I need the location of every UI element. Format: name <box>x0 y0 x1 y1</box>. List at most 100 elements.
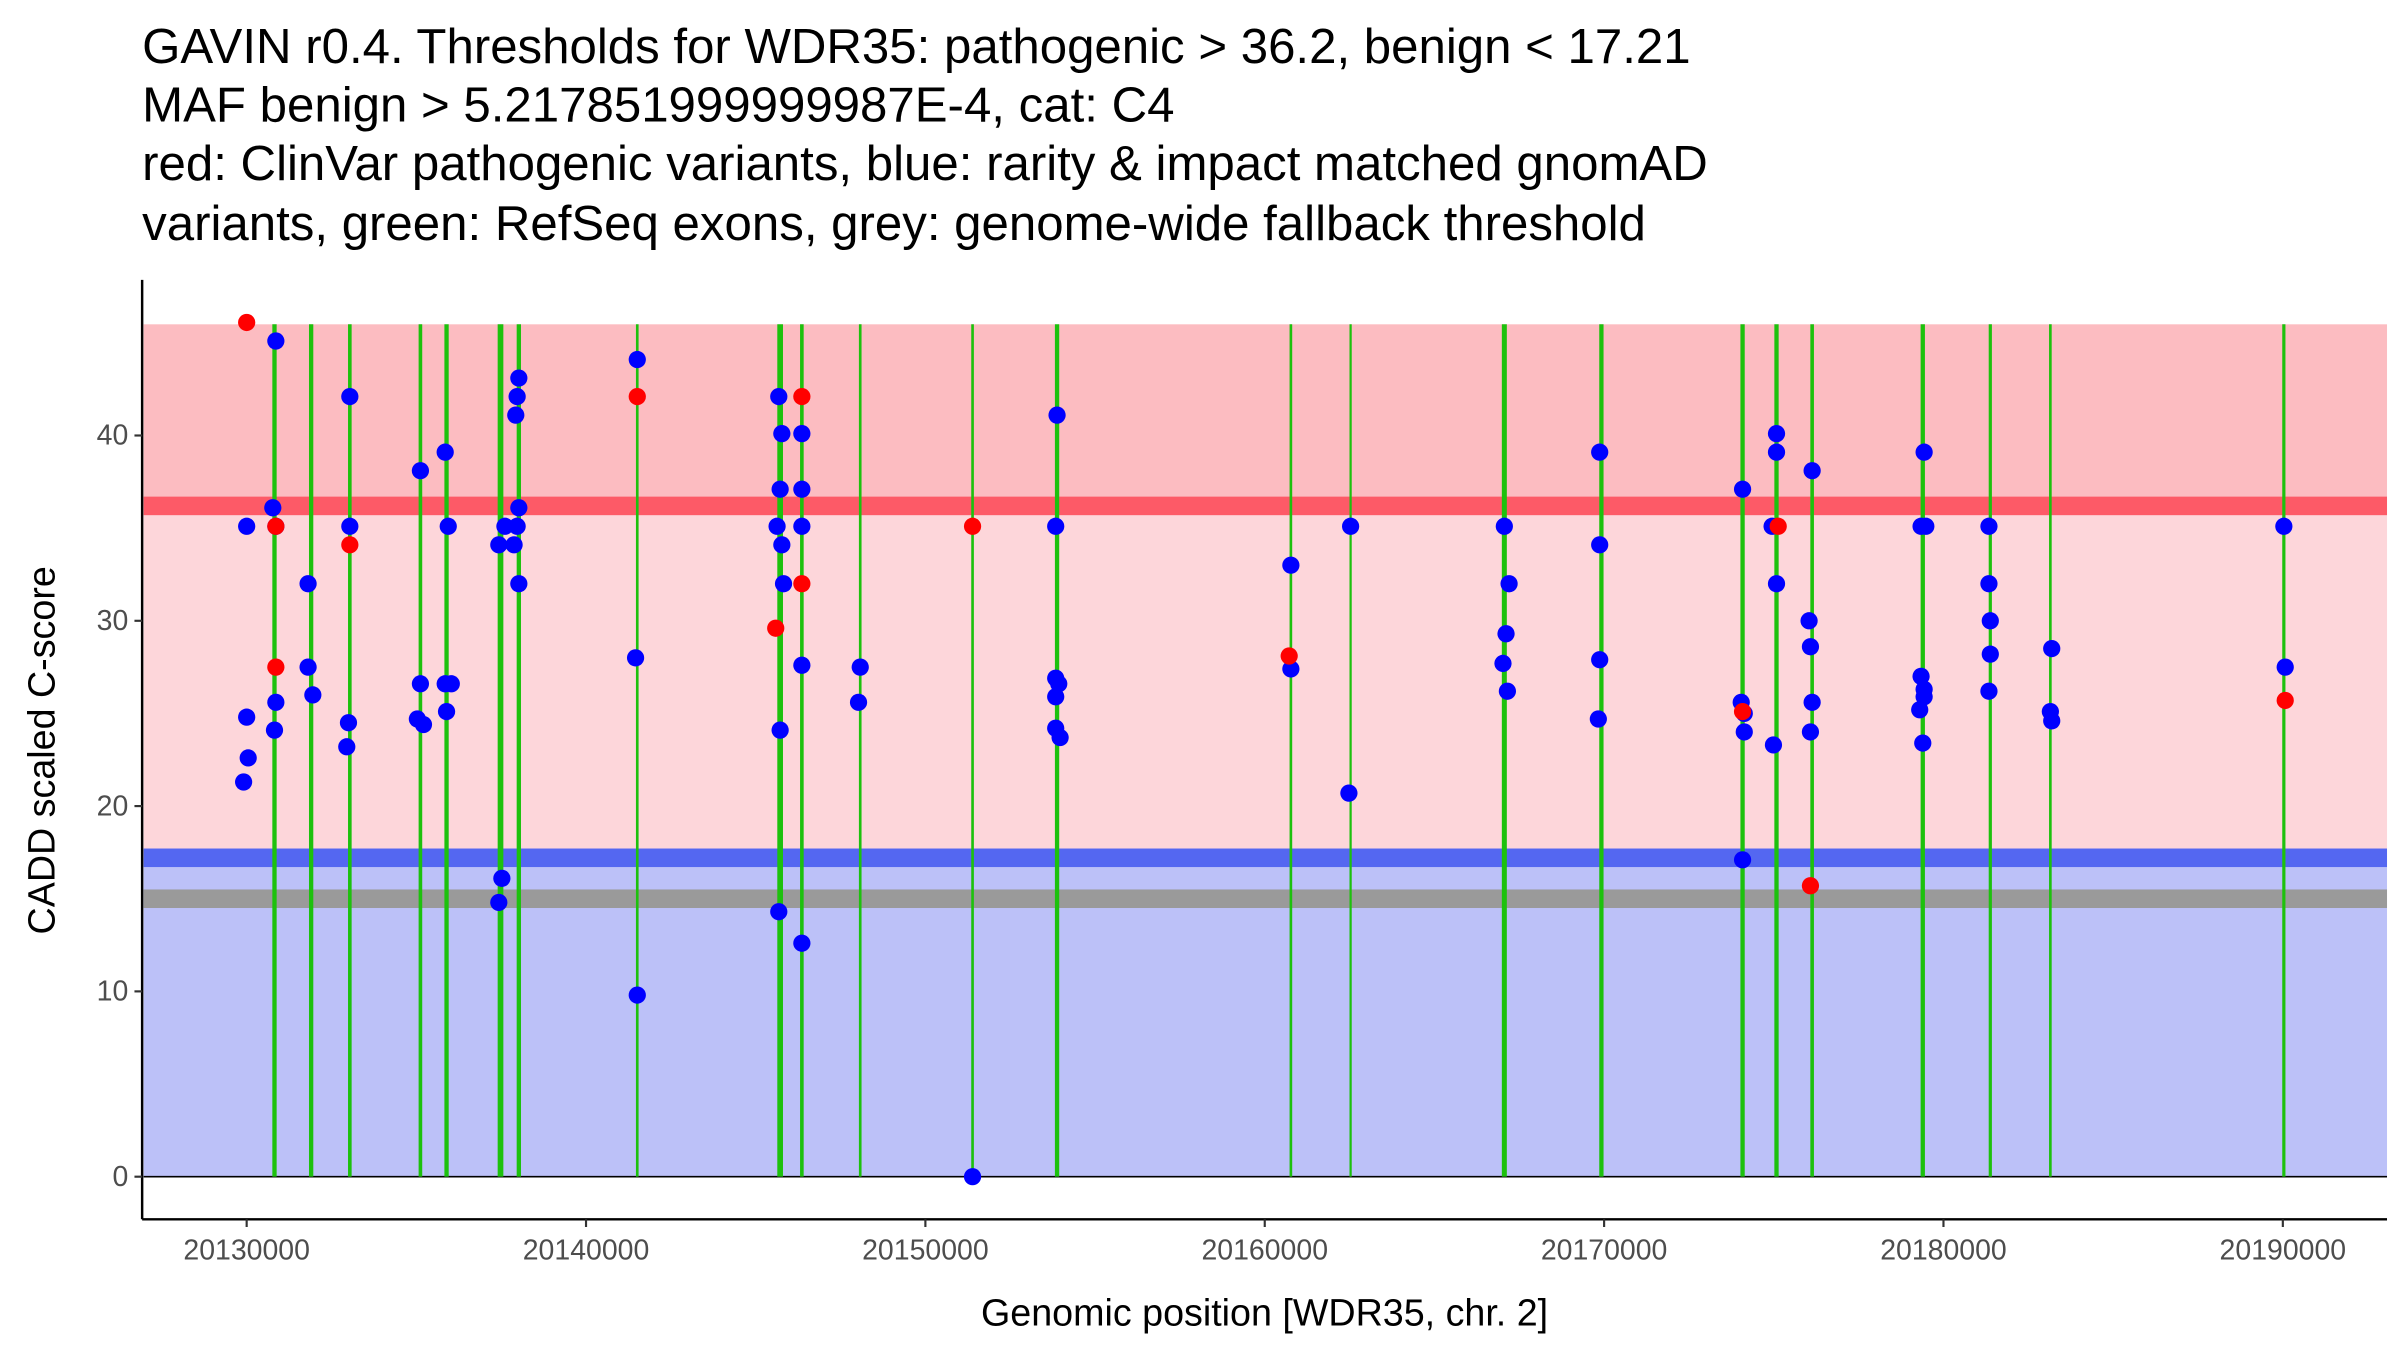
clinvar-point <box>341 536 359 554</box>
gnomad-point <box>768 517 786 535</box>
gnomad-point <box>793 934 811 952</box>
gnomad-point <box>264 499 282 517</box>
gnomad-point <box>1591 651 1609 669</box>
gnomad-point <box>1911 701 1929 719</box>
gnomad-point <box>1591 536 1609 554</box>
gnomad-point <box>508 517 526 535</box>
x-tick-label: 20140000 <box>523 1234 650 1266</box>
gnomad-point <box>496 517 514 535</box>
gnomad-point <box>1803 693 1821 711</box>
gnomad-point <box>1340 784 1358 802</box>
gnomad-point <box>1497 625 1515 643</box>
gnomad-point <box>1589 710 1607 728</box>
y-tick-label: 20 <box>97 790 129 822</box>
gnomad-point <box>1735 723 1753 741</box>
gnomad-point <box>628 350 646 369</box>
gnomad-point <box>439 517 457 535</box>
gnomad-point <box>1914 734 1932 752</box>
gnomad-point <box>299 575 317 593</box>
gnomad-point <box>510 575 528 593</box>
gnomad-point <box>1767 443 1786 461</box>
gnomad-point <box>411 462 430 480</box>
gnomad-point <box>773 425 791 443</box>
gnomad-point <box>793 517 811 535</box>
gnomad-point <box>1048 406 1066 424</box>
gnomad-point <box>1047 688 1065 706</box>
title-line-2: MAF benign > 5.217851999999987E-4, cat: … <box>142 77 1174 132</box>
gnomad-point <box>304 686 322 704</box>
gnomad-point <box>1980 517 1998 535</box>
gnomad-point <box>437 702 456 721</box>
gnomad-point <box>341 517 359 535</box>
gnomad-point <box>1800 612 1818 630</box>
gnomad-point <box>267 693 285 711</box>
x-tick-label: 20190000 <box>2220 1234 2347 1266</box>
gnomad-point <box>238 517 256 535</box>
title-line-1: GAVIN r0.4. Thresholds for WDR35: pathog… <box>142 19 1691 74</box>
gnomad-point <box>442 675 460 693</box>
gnomad-point <box>1915 688 1933 706</box>
gnomad-point <box>493 869 511 887</box>
benign-threshold-line <box>143 848 2388 868</box>
gnomad-point <box>1498 682 1517 700</box>
gnomad-point <box>1050 675 1068 693</box>
pathogenic-threshold-line <box>143 496 2388 516</box>
x-tick-label: 20180000 <box>1880 1234 2007 1266</box>
gnomad-point <box>339 714 358 732</box>
gnomad-point <box>770 903 788 921</box>
gnomad-point <box>1764 736 1783 754</box>
gnomad-point <box>510 369 528 387</box>
gnomad-point <box>238 708 256 726</box>
x-tick-label: 20170000 <box>1541 1234 1668 1266</box>
gnomad-point <box>626 649 645 667</box>
x-tick-label: 20160000 <box>1201 1234 1328 1266</box>
gnomad-point <box>849 693 868 711</box>
gnomad-point <box>2276 658 2294 676</box>
gnomad-point <box>2043 639 2061 658</box>
gnomad-point <box>265 721 284 739</box>
clinvar-point <box>267 658 285 676</box>
gnomad-point <box>490 536 508 554</box>
gnomad-point <box>1767 575 1786 593</box>
clinvar-point <box>793 387 811 406</box>
title-line-4: variants, green: RefSeq exons, grey: gen… <box>142 196 1646 251</box>
gnomad-point <box>411 675 430 693</box>
gnomad-point <box>1282 556 1300 574</box>
fallback-threshold-line <box>143 889 2388 909</box>
clinvar-point <box>628 387 646 406</box>
gnomad-point <box>1801 723 1820 741</box>
y-ticks: 0 10 20 30 40 <box>97 420 143 1193</box>
gnomad-point <box>1981 612 1999 630</box>
gnomad-point <box>1733 851 1752 869</box>
title-line-3: red: ClinVar pathogenic variants, blue: … <box>142 136 1708 191</box>
clinvar-point <box>963 517 982 535</box>
gnomad-point <box>490 893 508 912</box>
gnomad-point <box>299 658 317 676</box>
gnomad-point <box>771 480 789 498</box>
gnomad-point <box>770 387 788 406</box>
gnomad-point <box>1341 517 1360 535</box>
y-tick-label: 40 <box>97 420 129 452</box>
clinvar-point <box>2276 691 2294 710</box>
gnomad-point <box>267 332 285 350</box>
gnomad-point <box>1494 654 1512 673</box>
gnomad-point <box>1803 462 1821 480</box>
y-tick-label: 30 <box>97 605 129 637</box>
gnomad-point <box>341 387 359 406</box>
gnomad-point <box>1980 682 1998 700</box>
gnomad-point <box>1047 517 1065 535</box>
clinvar-point <box>267 517 285 535</box>
gnomad-point <box>1500 575 1518 593</box>
x-tick-label: 20130000 <box>183 1234 310 1266</box>
gnomad-point <box>774 575 793 593</box>
gnomad-point <box>507 406 525 424</box>
clinvar-point <box>238 313 256 332</box>
gnomad-point <box>793 656 811 674</box>
clinvar-point <box>767 619 785 637</box>
gnomad-point <box>436 443 454 461</box>
gnomad-point <box>793 480 811 498</box>
gnomad-point <box>1912 667 1930 685</box>
clinvar-point <box>1801 877 1820 895</box>
clinvar-point <box>793 575 811 593</box>
